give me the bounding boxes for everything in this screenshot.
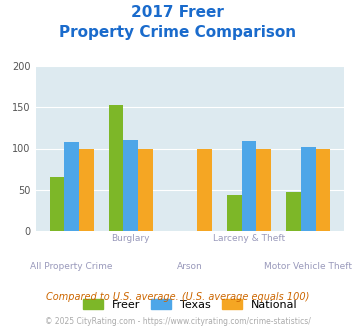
Text: All Property Crime: All Property Crime [31, 262, 113, 271]
Bar [124, 140, 138, 231]
Bar [138, 148, 153, 231]
Bar [50, 178, 64, 231]
Text: 2017 Freer: 2017 Freer [131, 5, 224, 20]
Legend: Freer, Texas, National: Freer, Texas, National [83, 299, 297, 310]
Bar [316, 148, 330, 231]
Text: Property Crime Comparison: Property Crime Comparison [59, 25, 296, 40]
Bar [197, 148, 212, 231]
Text: Compared to U.S. average. (U.S. average equals 100): Compared to U.S. average. (U.S. average … [46, 292, 309, 302]
Bar [256, 148, 271, 231]
Bar [109, 105, 124, 231]
Text: Arson: Arson [177, 262, 203, 271]
Bar [301, 147, 316, 231]
Bar [64, 142, 79, 231]
Bar [242, 141, 256, 231]
Bar [227, 195, 242, 231]
Text: Motor Vehicle Theft: Motor Vehicle Theft [264, 262, 352, 271]
Bar [79, 148, 94, 231]
Text: © 2025 CityRating.com - https://www.cityrating.com/crime-statistics/: © 2025 CityRating.com - https://www.city… [45, 317, 310, 326]
Bar [286, 192, 301, 231]
